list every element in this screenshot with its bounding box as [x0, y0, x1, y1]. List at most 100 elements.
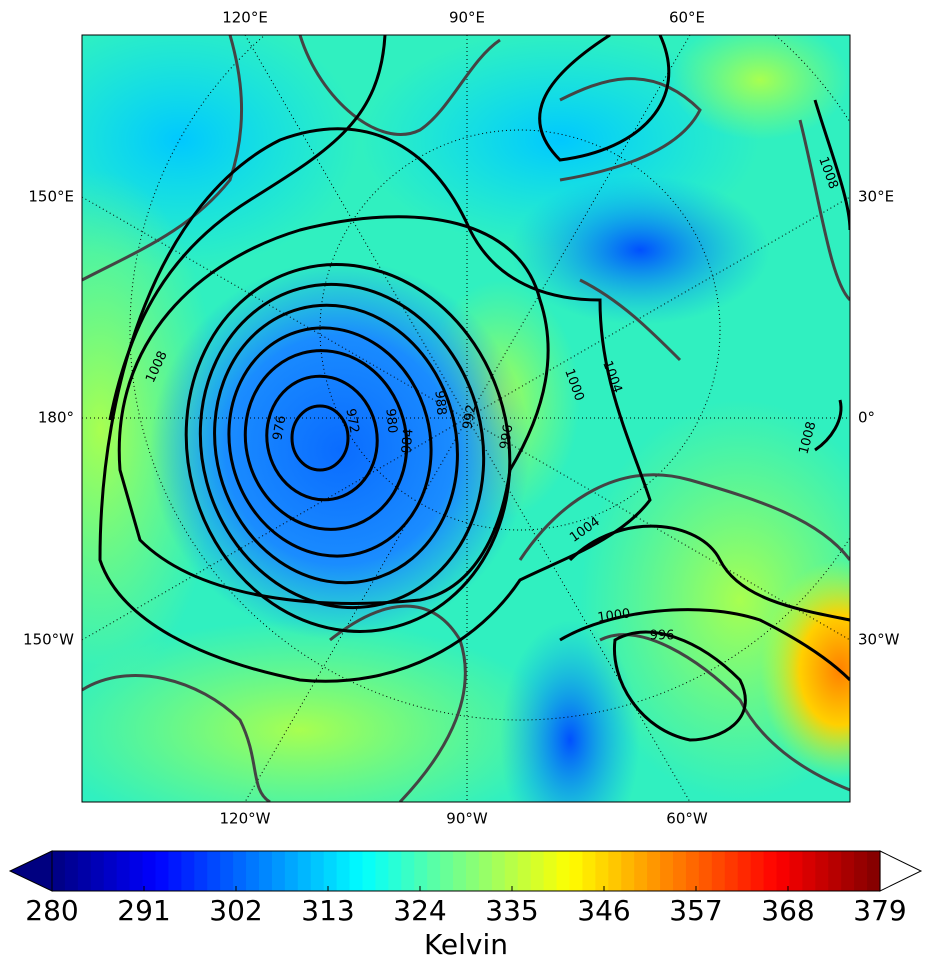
- lon-label: 150°W: [23, 631, 74, 649]
- map: 1008 976 972 980 984 988 992 996 1000 10…: [82, 35, 850, 802]
- colorbar-segment: [478, 851, 493, 891]
- colorbar-segment: [271, 851, 286, 891]
- colorbar-segment: [854, 851, 868, 891]
- lon-label: 60°W: [666, 810, 708, 828]
- lon-label: 120°E: [222, 9, 268, 27]
- colorbar-segment: [336, 851, 351, 891]
- colorbar-segment: [90, 851, 105, 891]
- colorbar-segment: [582, 851, 596, 891]
- colorbar-tick-label: 302: [209, 894, 262, 927]
- colorbar-segment: [181, 851, 195, 891]
- colorbar-segment: [233, 851, 247, 891]
- colorbar-tick-label: 379: [853, 894, 906, 927]
- colorbar-segment: [427, 851, 441, 891]
- colorbar-segment: [763, 851, 778, 891]
- colorbar-segment: [543, 851, 558, 891]
- colorbar-extend-low: [8, 850, 53, 892]
- lon-label: 30°E: [858, 188, 894, 206]
- colorbar-segment: [142, 851, 157, 891]
- colorbar-segment: [504, 851, 519, 891]
- lon-labels: 120°E 90°E 60°E 120°W 90°W 60°W 150°E 18…: [23, 9, 900, 828]
- colorbar-segment: [789, 851, 803, 891]
- colorbar-segment: [595, 851, 609, 891]
- colorbar-segment: [711, 851, 726, 891]
- colorbar-tick-label: 357: [669, 894, 722, 927]
- colorbar-segment: [388, 851, 402, 891]
- lon-label: 90°W: [446, 810, 488, 828]
- colorbar-tick-label: 313: [301, 894, 354, 927]
- contour-label: 980: [382, 408, 399, 434]
- contour-label: 996: [650, 629, 675, 644]
- colorbar-segment: [466, 851, 480, 891]
- colorbar-segment: [440, 851, 454, 891]
- colorbar-segment: [453, 851, 467, 891]
- colorbar-segment: [259, 851, 273, 891]
- lon-label: 90°E: [449, 9, 485, 27]
- colorbar-segment: [297, 851, 312, 891]
- contour-label: 996: [497, 423, 516, 450]
- colorbar-segment: [362, 851, 377, 891]
- colorbar-tick-label: 335: [485, 894, 538, 927]
- lon-label: 120°W: [220, 810, 271, 828]
- colorbar-segment: [116, 851, 131, 891]
- colorbar-tick-label: 346: [577, 894, 630, 927]
- colorbar-segment: [77, 851, 92, 891]
- colorbar-segment: [685, 851, 700, 891]
- colorbar-segment: [220, 851, 234, 891]
- lon-label: 30°W: [858, 631, 900, 649]
- colorbar-segment: [660, 851, 674, 891]
- coastlines: [82, 35, 850, 802]
- colorbar-segment: [246, 851, 260, 891]
- colorbar-segment: [129, 851, 144, 891]
- contour-label: 972: [342, 407, 361, 434]
- colorbar-segment: [647, 851, 661, 891]
- colorbar-segment: [375, 851, 389, 891]
- lon-label: 60°E: [669, 9, 705, 27]
- colorbar-segment: [634, 851, 648, 891]
- contour-label: 992: [460, 403, 479, 430]
- lon-label: 0°: [858, 409, 875, 427]
- colorbar-tick-label: 291: [117, 894, 170, 927]
- graticule: [82, 35, 850, 802]
- contour-label: 1000: [597, 606, 632, 625]
- contour-label: 976: [270, 414, 289, 441]
- colorbar-segment: [815, 851, 829, 891]
- lon-label: 150°E: [28, 188, 74, 206]
- colorbar-segment: [310, 851, 325, 891]
- colorbar-segment: [698, 851, 713, 891]
- colorbar: 280 291 302 313 324 335 346 357 368 379: [8, 850, 923, 927]
- colorbar-segment: [530, 851, 545, 891]
- colorbar-segment: [517, 851, 532, 891]
- colorbar-segment: [569, 851, 584, 891]
- colorbar-tick-label: 368: [761, 894, 814, 927]
- colorbar-segment: [155, 851, 170, 891]
- colorbar-segment: [491, 851, 506, 891]
- colorbar-outline: [51, 850, 881, 892]
- colorbar-segment: [64, 851, 79, 891]
- colorbar-segment: [207, 851, 221, 891]
- colorbar-segment: [621, 851, 635, 891]
- colorbar-label: Kelvin: [424, 928, 508, 961]
- colorbar-segment: [776, 851, 791, 891]
- colorbar-segment: [414, 851, 428, 891]
- colorbar-segment: [673, 851, 687, 891]
- colorbar-segment: [556, 851, 571, 891]
- colorbar-tick-label: 280: [25, 894, 78, 927]
- colorbar-segment: [168, 851, 182, 891]
- colorbar-segment: [828, 851, 842, 891]
- colorbar-segment: [750, 851, 765, 891]
- colorbar-segment: [802, 851, 816, 891]
- lon-label: 180°: [38, 409, 74, 427]
- colorbar-segment: [52, 851, 66, 891]
- colorbar-segment: [194, 851, 208, 891]
- colorbar-segment: [284, 851, 299, 891]
- colorbar-segment: [349, 851, 364, 891]
- colorbar-segment: [737, 851, 752, 891]
- colorbar-tick-label: 324: [393, 894, 446, 927]
- contour-label: 984: [399, 428, 416, 454]
- contour-label: 988: [431, 390, 448, 416]
- map-frame: [81, 34, 851, 803]
- colorbar-segment: [401, 851, 415, 891]
- colorbar-segment: [608, 851, 622, 891]
